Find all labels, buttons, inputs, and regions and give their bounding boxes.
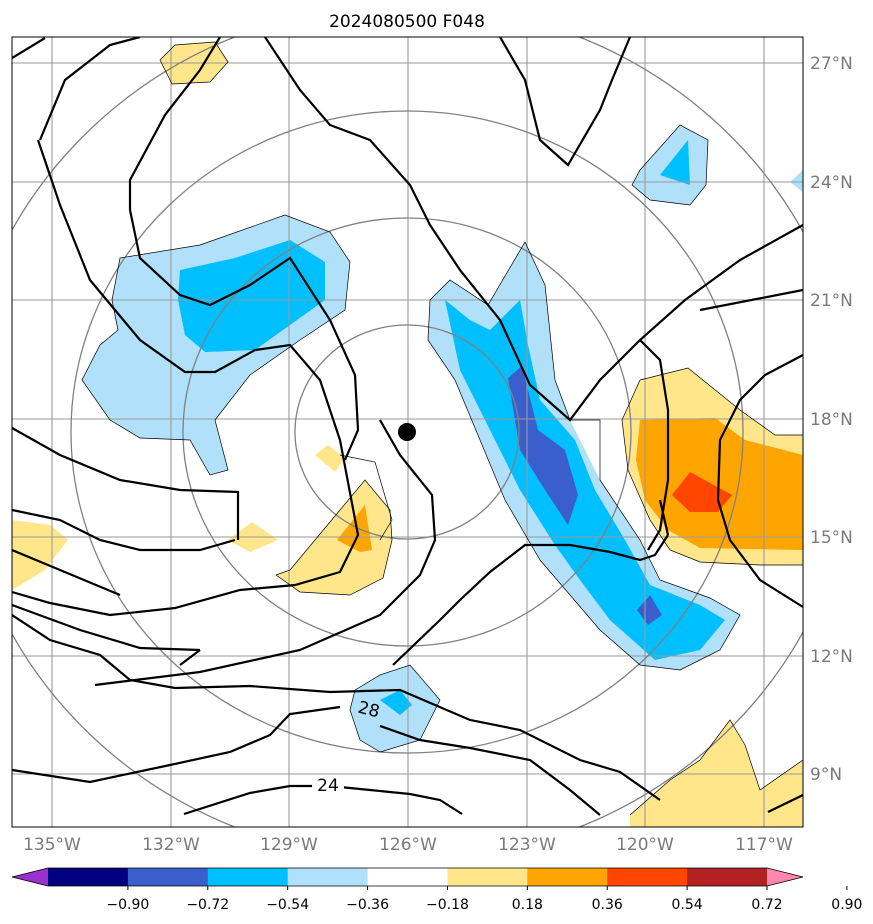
colorbar-outline: [11, 867, 804, 887]
map-frame: [11, 36, 804, 828]
colorbar-segment: [48, 868, 129, 886]
fill-darkblue-small: [637, 595, 662, 625]
colorbar-segment: [607, 868, 688, 886]
x-tick-label: 129°W: [260, 835, 318, 855]
chart-title: 2024080500 F048: [329, 12, 485, 32]
x-tick-label: 132°W: [142, 835, 200, 855]
y-tick-label: 18°N: [810, 410, 853, 430]
fill-blue-south: [380, 690, 412, 715]
fill-light-blue-edge: [790, 170, 803, 192]
contour-label-24: 24: [317, 776, 339, 796]
graticule: [12, 37, 803, 827]
bold-contours: [12, 37, 803, 816]
x-tick-label: 123°W: [498, 835, 556, 855]
colorbar-tick-label: −0.72: [186, 897, 229, 913]
y-tick-label: 9°N: [810, 765, 842, 785]
colorbar-tick-label: −0.36: [346, 897, 389, 913]
colorbar-segment: [207, 868, 289, 886]
colorbar-tick-label: 0.90: [831, 897, 862, 913]
colorbar-tick-label: −0.90: [106, 897, 149, 913]
fill-darkblue-band: [508, 366, 578, 525]
x-tick-label: 126°W: [379, 835, 437, 855]
colorbar-extend-low: [12, 868, 48, 886]
fill-blue-ne: [660, 140, 690, 185]
y-tick-label: 24°N: [810, 173, 853, 193]
colorbar-segment: [527, 868, 608, 886]
colorbar-tick-label: −0.54: [266, 897, 309, 913]
x-tick-label: 117°W: [735, 835, 793, 855]
storm-center-marker: [398, 423, 416, 441]
fill-orange-center: [337, 505, 372, 552]
colorbar-segment: [687, 868, 768, 886]
x-tick-label: 120°W: [616, 835, 674, 855]
colorbar-tick-label: 0.36: [592, 897, 623, 913]
colorbar-tick-label: 0.18: [512, 897, 543, 913]
y-tick-label: 21°N: [810, 291, 853, 311]
colorbar-segment: [367, 868, 448, 886]
colorbar: −0.90 −0.72 −0.54 −0.36 −0.18 0.18 0.36 0.54 0.7…: [11, 867, 862, 913]
colorbar-tick-label: 0.54: [672, 897, 703, 913]
x-tick-label: 135°W: [23, 835, 81, 855]
colorbar-segment: [127, 868, 209, 886]
y-axis-labels: 27°N 24°N 21°N 18°N 15°N 12°N 9°N: [810, 54, 853, 785]
colorbar-tick-label: 0.72: [751, 897, 782, 913]
colorbar-segment: [287, 868, 369, 886]
colorbar-segment: [447, 868, 528, 886]
map-panel: 28 24: [12, 37, 803, 827]
range-rings: [12, 37, 803, 827]
x-axis-labels: 135°W 132°W 129°W 126°W 123°W 120°W 117°…: [23, 835, 793, 855]
y-tick-label: 27°N: [810, 54, 853, 74]
colorbar-tick-label: −0.18: [426, 897, 469, 913]
fill-red-east: [672, 472, 732, 512]
colorbar-extend-high: [767, 868, 803, 886]
y-tick-label: 12°N: [810, 647, 853, 667]
y-tick-label: 15°N: [810, 528, 853, 548]
fill-blue-west: [178, 240, 325, 352]
label-bg-24: [312, 776, 344, 796]
fill-yellow-dot: [315, 445, 345, 472]
